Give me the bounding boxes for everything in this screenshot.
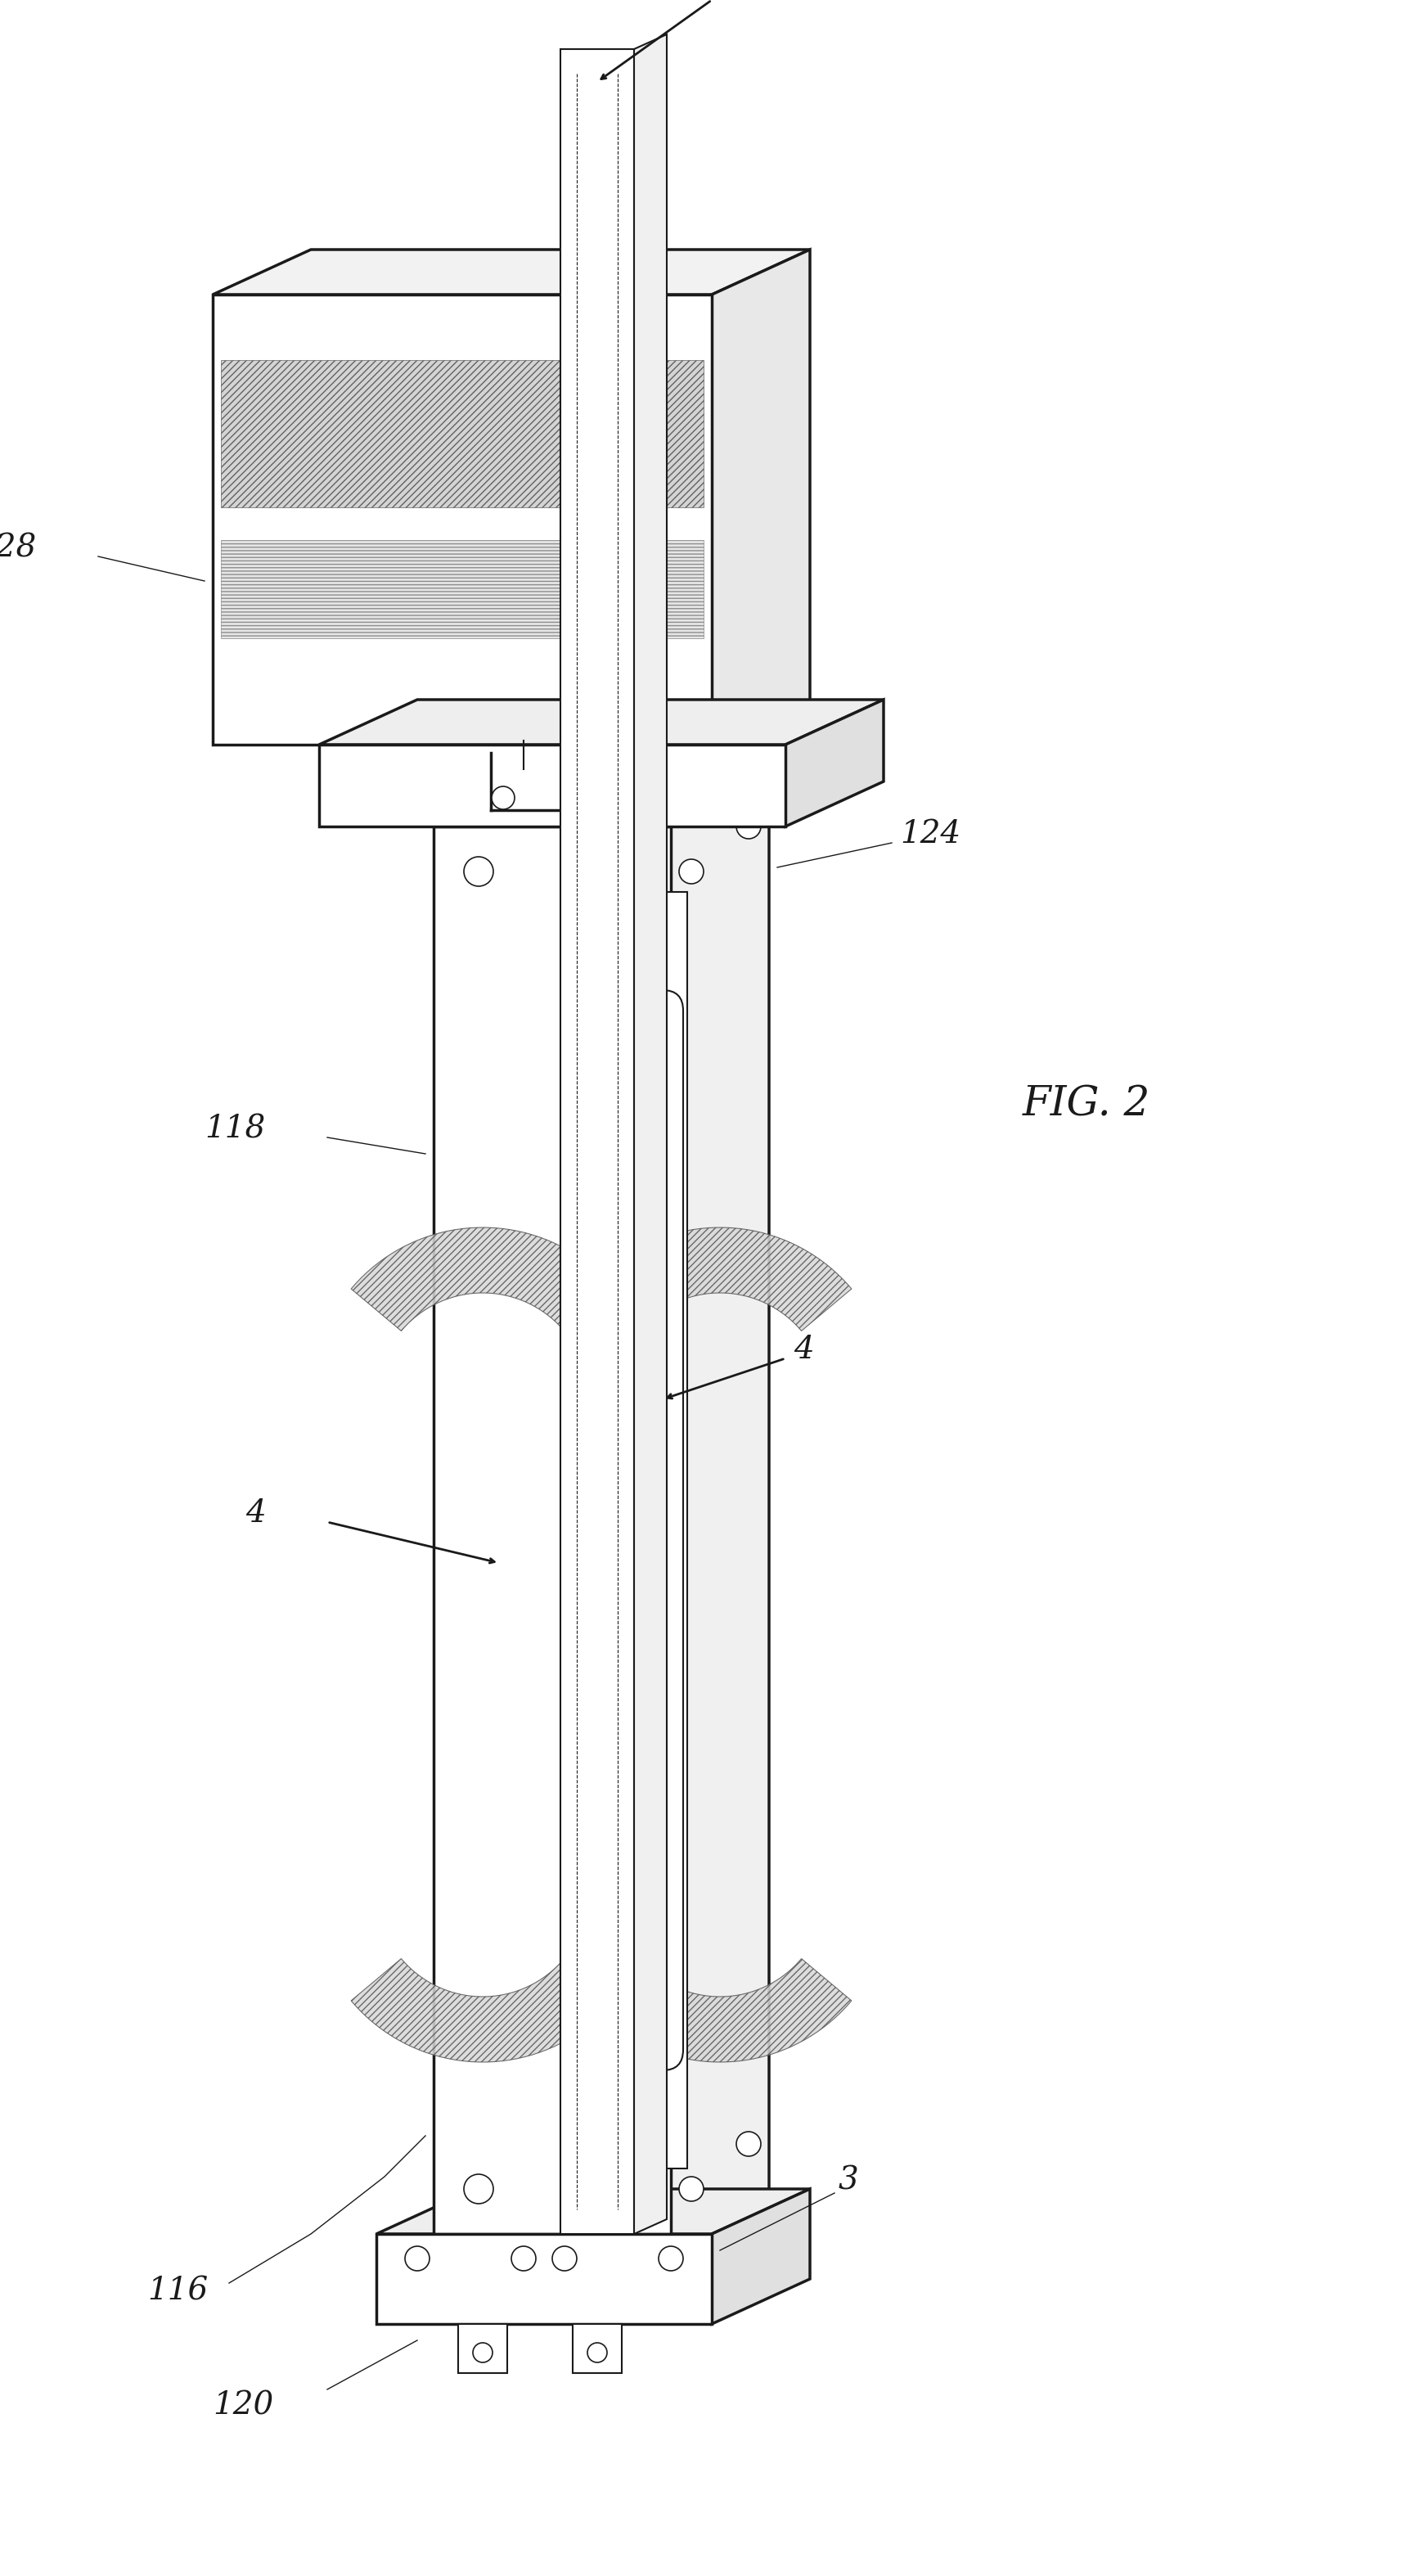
Polygon shape: [560, 49, 634, 2233]
Polygon shape: [458, 2324, 507, 2372]
Circle shape: [736, 814, 760, 840]
Circle shape: [611, 858, 641, 886]
Polygon shape: [589, 1229, 852, 1332]
Polygon shape: [589, 1958, 852, 2061]
Polygon shape: [351, 1958, 614, 2061]
Polygon shape: [712, 250, 810, 744]
Text: FIG. 2: FIG. 2: [1022, 1084, 1150, 1126]
Polygon shape: [573, 2324, 622, 2372]
Polygon shape: [320, 744, 786, 827]
Text: 120: 120: [213, 2391, 273, 2421]
Polygon shape: [221, 541, 704, 639]
Circle shape: [463, 858, 493, 886]
Circle shape: [587, 2342, 607, 2362]
Polygon shape: [634, 33, 667, 2233]
Polygon shape: [786, 701, 884, 827]
Polygon shape: [221, 361, 704, 507]
Polygon shape: [712, 2190, 810, 2324]
Polygon shape: [376, 2190, 810, 2233]
Circle shape: [736, 2133, 760, 2156]
Text: 116: 116: [148, 2277, 208, 2306]
FancyBboxPatch shape: [642, 989, 683, 2071]
Polygon shape: [376, 2233, 712, 2324]
Text: 124: 124: [900, 819, 960, 850]
Polygon shape: [213, 294, 712, 744]
Text: 118: 118: [204, 1113, 265, 1144]
Text: 128: 128: [0, 533, 37, 564]
Polygon shape: [670, 781, 769, 2233]
Circle shape: [679, 860, 704, 884]
Circle shape: [511, 2246, 536, 2272]
Polygon shape: [434, 827, 670, 2233]
Text: 4: 4: [794, 1334, 814, 1365]
Circle shape: [631, 786, 653, 809]
Polygon shape: [638, 891, 687, 2169]
Circle shape: [659, 2246, 683, 2272]
Polygon shape: [213, 250, 810, 294]
Polygon shape: [351, 1229, 614, 1332]
Circle shape: [679, 2177, 704, 2202]
Circle shape: [611, 2174, 641, 2202]
Circle shape: [552, 2246, 577, 2272]
Circle shape: [406, 2246, 429, 2272]
Circle shape: [463, 2174, 493, 2202]
Text: 4: 4: [245, 1499, 266, 1530]
Circle shape: [491, 786, 514, 809]
Text: 3: 3: [839, 2166, 859, 2195]
Polygon shape: [320, 701, 884, 744]
Circle shape: [473, 2342, 493, 2362]
